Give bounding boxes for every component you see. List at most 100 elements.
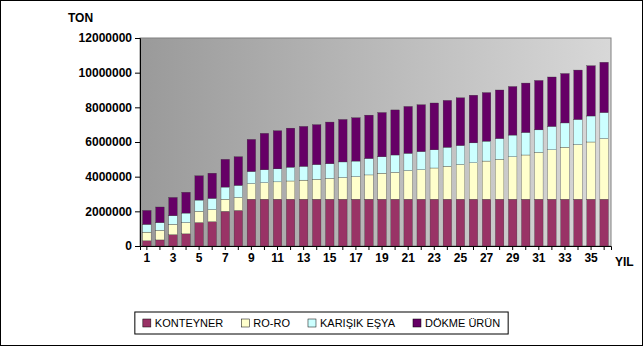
x-tick-mark xyxy=(329,246,330,250)
bar-segment xyxy=(508,87,516,136)
x-tick xyxy=(186,246,187,250)
x-tick: 21 xyxy=(401,246,415,265)
bar-segment xyxy=(234,157,242,186)
x-tick-mark xyxy=(486,246,487,250)
bar-segment xyxy=(221,159,229,187)
bar-segment xyxy=(587,199,595,246)
x-tick xyxy=(525,246,526,250)
bar-segment xyxy=(208,222,216,246)
x-tick-mark xyxy=(172,246,173,250)
bar-segment xyxy=(365,115,373,158)
x-tick-mark xyxy=(368,246,369,250)
bar-segment xyxy=(508,199,516,246)
plot: 0200000040000006000000800000010000000120… xyxy=(79,31,612,264)
x-tick: 7 xyxy=(222,246,229,265)
chart: 0200000040000006000000800000010000000120… xyxy=(0,0,643,346)
bar-segment xyxy=(430,199,438,246)
x-tick-mark xyxy=(264,246,265,250)
bar-segment xyxy=(365,158,373,174)
bar-segment xyxy=(417,152,425,170)
y-tick-mark xyxy=(135,73,140,74)
y-tick-label: 4000000 xyxy=(85,170,132,184)
x-tick: 11 xyxy=(271,246,284,265)
x-tick-mark xyxy=(146,246,147,250)
bar-segment xyxy=(182,223,190,234)
bar-segment xyxy=(326,199,334,246)
bar-segment xyxy=(482,93,490,142)
x-tick xyxy=(212,246,213,250)
bar-segment xyxy=(600,139,608,200)
x-tick: 13 xyxy=(297,246,311,265)
x-tick-label: 33 xyxy=(558,251,572,265)
x-tick-mark xyxy=(277,246,278,250)
x-tick-mark xyxy=(382,246,383,250)
x-tick: 27 xyxy=(480,246,494,265)
bar-segment xyxy=(260,183,268,199)
bar-segment xyxy=(247,199,255,246)
bar-segment xyxy=(535,152,543,199)
x-tick-mark xyxy=(525,246,526,250)
bar-segment xyxy=(574,145,582,200)
bar-segment xyxy=(208,210,216,222)
bar-segment xyxy=(247,139,255,171)
bar-segment xyxy=(391,155,399,172)
bar-segment xyxy=(326,122,334,164)
x-tick: 17 xyxy=(349,246,363,265)
x-tick: 19 xyxy=(375,246,389,265)
bars xyxy=(143,62,609,246)
y-tick: 6000000 xyxy=(85,135,140,149)
x-tick-label: 25 xyxy=(454,251,468,265)
bar-segment xyxy=(522,155,530,199)
bar-segment xyxy=(352,161,360,177)
bar-segment xyxy=(417,105,425,152)
bar-segment xyxy=(312,179,320,199)
bar-segment xyxy=(417,170,425,199)
bar-segment xyxy=(378,199,386,246)
bar-segment xyxy=(195,200,203,211)
bar-segment xyxy=(391,172,399,199)
x-tick-label: 27 xyxy=(480,251,494,265)
x-axis-title: YIL xyxy=(615,255,634,269)
y-tick-mark xyxy=(135,107,140,108)
x-tick-mark xyxy=(434,246,435,250)
x-tick-label: 19 xyxy=(375,251,389,265)
bar-segment xyxy=(469,95,477,143)
bar-segment xyxy=(548,77,556,126)
bar-segment xyxy=(600,62,608,112)
bar-segment xyxy=(286,167,294,181)
bar-segment xyxy=(430,150,438,168)
x-tick-mark xyxy=(408,246,409,250)
bar-segment xyxy=(495,90,503,139)
bar-segment xyxy=(508,157,516,199)
bar-segment xyxy=(430,103,438,150)
bar-segment xyxy=(156,207,164,223)
x-tick-mark xyxy=(199,246,200,250)
x-tick-mark xyxy=(159,246,160,250)
bar-segment xyxy=(352,199,360,246)
x-tick-mark xyxy=(591,246,592,250)
bar-segment xyxy=(312,199,320,246)
bar-segment xyxy=(535,199,543,246)
x-tick: 31 xyxy=(532,246,546,265)
legend-box xyxy=(135,312,508,334)
x-tick xyxy=(473,246,474,250)
y-tick-label: 2000000 xyxy=(85,205,132,219)
bar-segment xyxy=(469,163,477,199)
bar-segment xyxy=(182,234,190,246)
bar-segment xyxy=(600,113,608,139)
x-tick-mark xyxy=(473,246,474,250)
bar-segment xyxy=(404,199,412,246)
bar-segment xyxy=(299,199,307,246)
x-tick xyxy=(290,246,291,250)
x-tick: 29 xyxy=(506,246,520,265)
bar-segment xyxy=(495,199,503,246)
bar-segment xyxy=(156,230,164,240)
bar-segment xyxy=(587,142,595,199)
x-tick-mark xyxy=(238,246,239,250)
legend-item: KONTEYNER xyxy=(143,317,224,329)
y-tick-label: 8000000 xyxy=(85,101,132,115)
bar-segment xyxy=(404,153,412,170)
bar-segment xyxy=(508,135,516,157)
bar-segment xyxy=(352,118,360,161)
x-tick-mark xyxy=(564,246,565,250)
